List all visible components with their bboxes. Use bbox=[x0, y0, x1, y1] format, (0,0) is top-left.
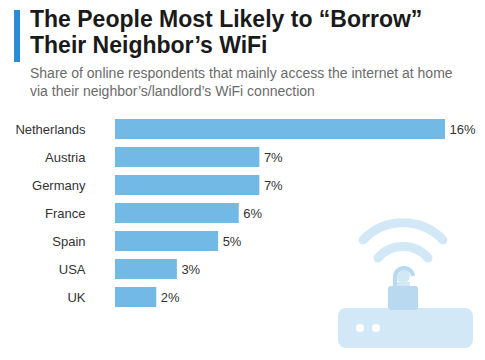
svg-text:USA: USA bbox=[59, 262, 86, 277]
svg-text:Germany: Germany bbox=[32, 178, 86, 193]
svg-text:UK: UK bbox=[67, 290, 85, 305]
svg-text:Spain: Spain bbox=[52, 234, 85, 249]
svg-text:Netherlands: Netherlands bbox=[15, 122, 86, 137]
svg-text:6%: 6% bbox=[243, 206, 262, 221]
svg-text:7%: 7% bbox=[264, 178, 283, 193]
svg-text:Austria: Austria bbox=[45, 150, 86, 165]
svg-text:7%: 7% bbox=[264, 150, 283, 165]
svg-text:2%: 2% bbox=[161, 290, 180, 305]
svg-text:3%: 3% bbox=[181, 262, 200, 277]
svg-text:France: France bbox=[45, 206, 85, 221]
html-text:The People Most Likely to “Bor: The People Most Likely to “Borrow” Their… bbox=[30, 6, 423, 58]
svg-text:16%: 16% bbox=[450, 122, 476, 137]
html-text:Share of online respondents th: Share of online respondents that mainly … bbox=[30, 65, 453, 99]
svg-text:5%: 5% bbox=[223, 234, 242, 249]
